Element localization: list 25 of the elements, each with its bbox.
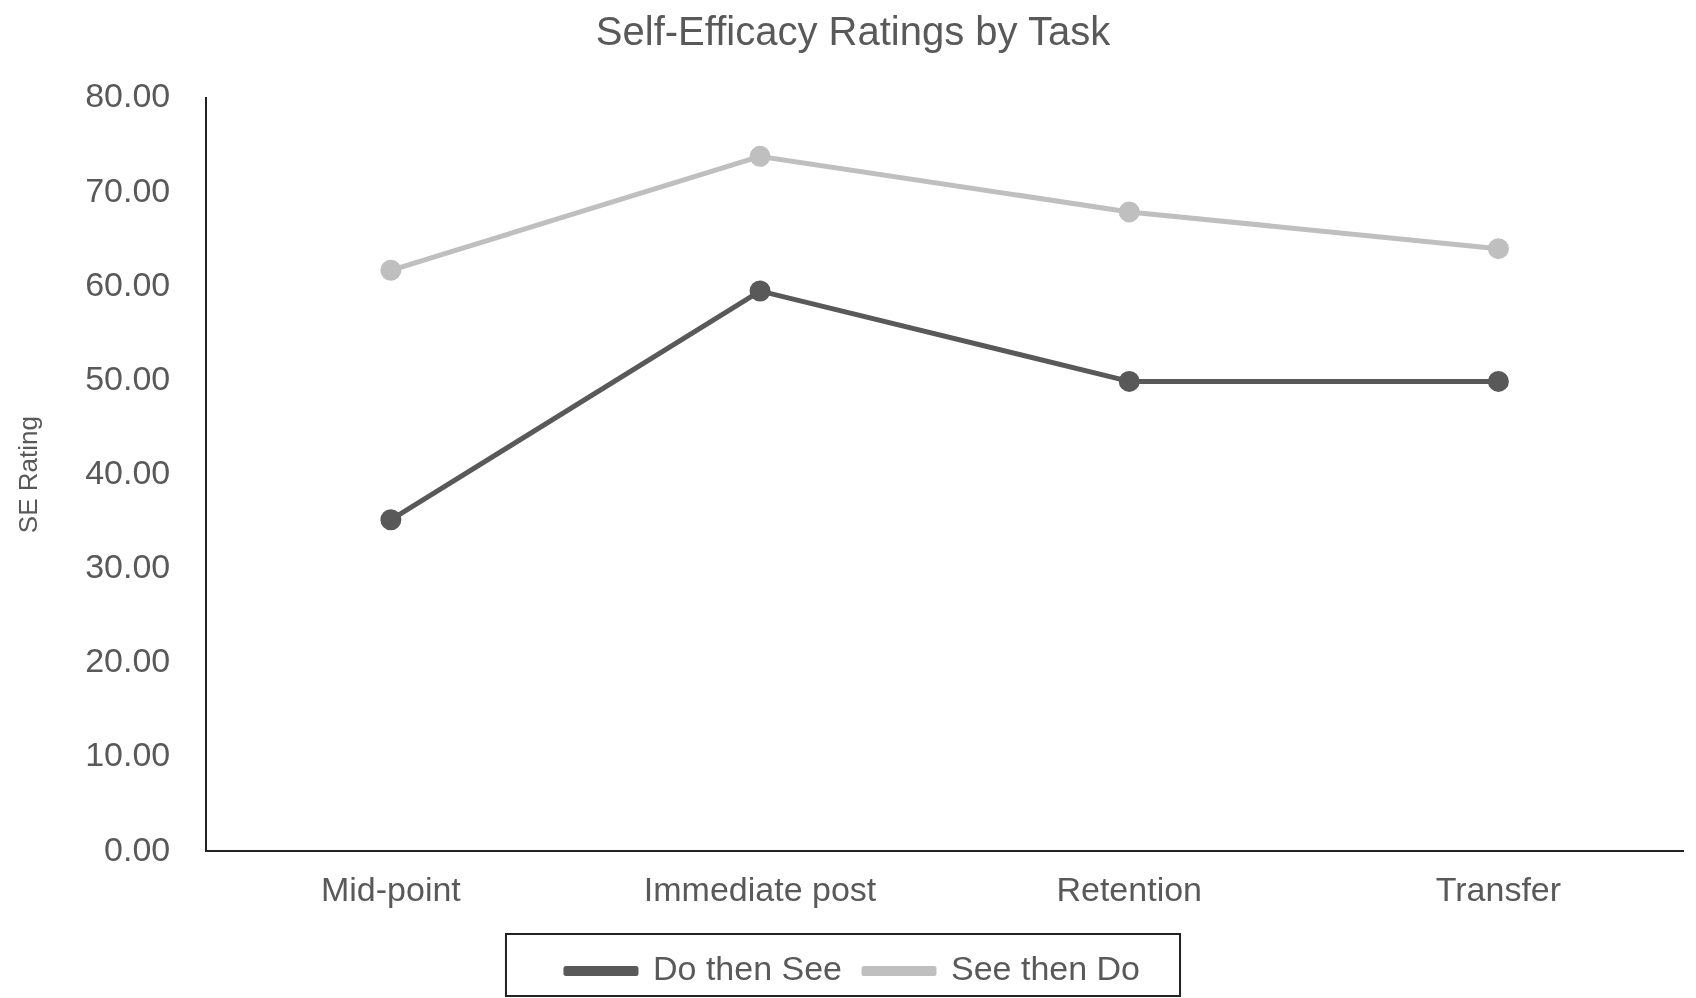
point	[1487, 370, 1509, 392]
y-tick-label: 30.00	[85, 547, 171, 586]
y-tick-label: 60.00	[85, 264, 171, 303]
point	[1487, 238, 1509, 260]
y-tick-label: 10.00	[85, 735, 171, 774]
y-tick-label: 0.00	[104, 829, 171, 868]
legend-label: See then Do	[951, 949, 1141, 988]
x-tick-label: Retention	[1056, 869, 1202, 908]
y-axis-title: SE Rating	[12, 416, 43, 534]
legend-label: Do then See	[652, 949, 843, 988]
point	[1118, 370, 1140, 392]
x-tick-label: Transfer	[1435, 869, 1562, 908]
y-tick-label: 50.00	[85, 358, 171, 397]
point	[380, 509, 402, 531]
point	[749, 280, 771, 302]
chart-title: Self-Efficacy Ratings by Task	[595, 9, 1112, 54]
x-tick-label: Mid-point	[320, 869, 462, 908]
y-tick-label: 40.00	[85, 452, 171, 491]
x-tick-label: Immediate post	[643, 869, 877, 908]
y-tick-label: 70.00	[85, 170, 171, 209]
point	[1118, 201, 1140, 223]
point	[380, 259, 402, 281]
y-tick-label: 20.00	[85, 641, 171, 680]
point	[749, 145, 771, 167]
y-tick-label: 80.00	[85, 76, 171, 115]
